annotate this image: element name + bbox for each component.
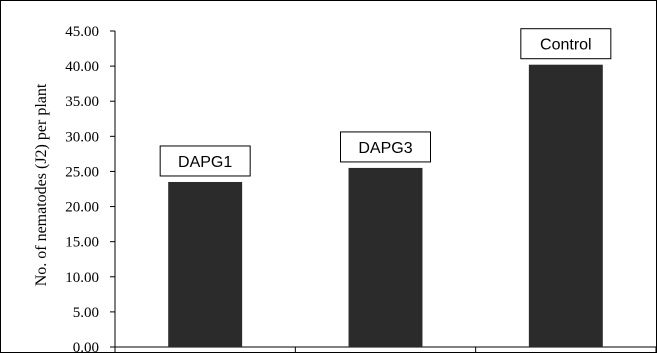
y-tick-label: 25.00 [65, 164, 99, 180]
y-tick-label: 20.00 [65, 200, 99, 216]
bars [168, 64, 603, 347]
bar-label: DAPG1 [178, 154, 232, 171]
bar-label-box [520, 28, 612, 60]
y-axis-title: No. of nematodes (J2) per plant [33, 83, 50, 286]
bar-label: Control [540, 37, 592, 54]
y-tick-label: 40.00 [65, 59, 99, 75]
bar [528, 64, 603, 347]
y-axis-ticks: 0.00 5.00 10.00 15.00 20.00 25.00 30.00 35.00 40… [65, 24, 115, 353]
bar-labels: DAPG1 DAPG3 Control [159, 28, 612, 177]
y-tick-label: 5.00 [73, 305, 99, 321]
bar [348, 167, 423, 347]
bar-label-box [159, 145, 251, 177]
y-tick-label: 15.00 [65, 235, 99, 251]
y-tick-label: 10.00 [65, 270, 99, 286]
y-tick-label: 30.00 [65, 129, 99, 145]
y-tick-label: 35.00 [65, 94, 99, 110]
y-tick-label: 45.00 [65, 24, 99, 40]
bar [168, 181, 243, 347]
bar-label-box [340, 131, 431, 163]
bar-label: DAPG3 [358, 140, 412, 157]
y-tick-label: 0.00 [73, 340, 99, 353]
